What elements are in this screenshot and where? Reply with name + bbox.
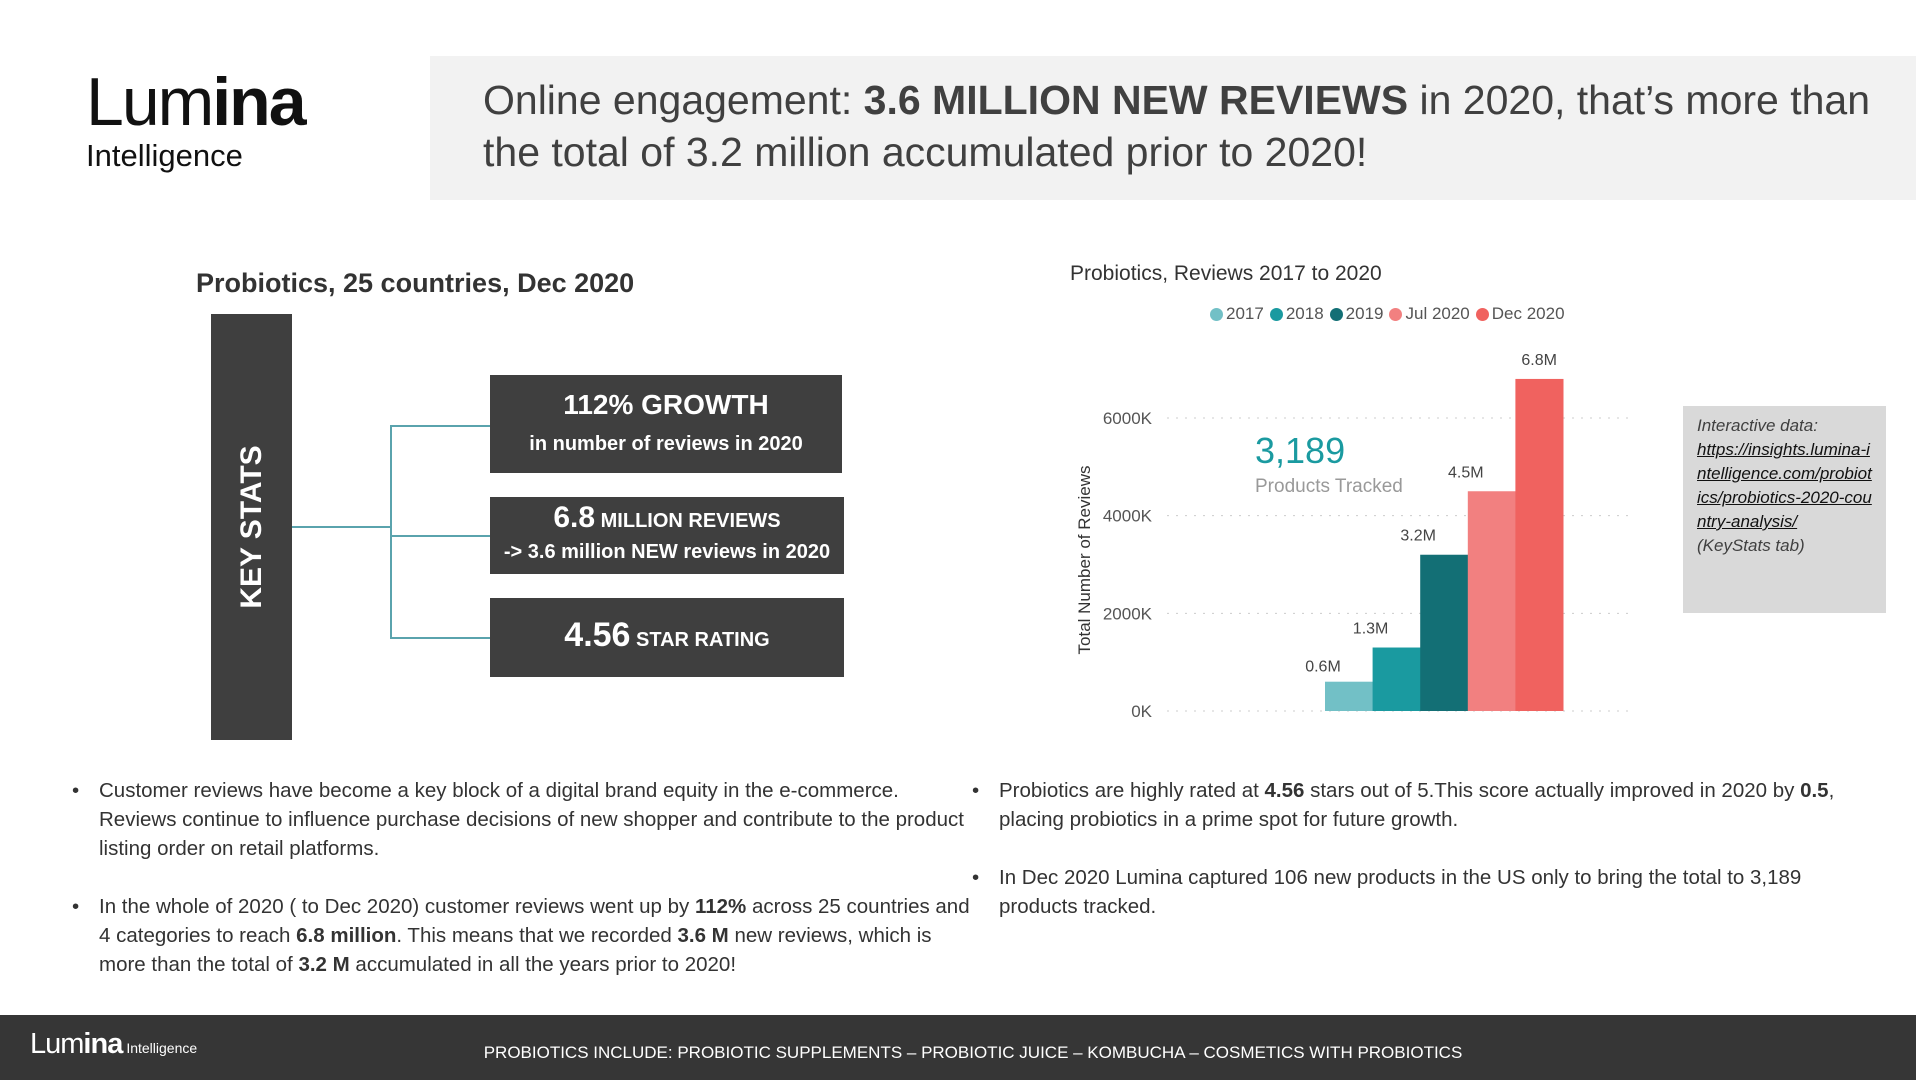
bar-2017[interactable] — [1325, 681, 1374, 711]
logo-subtitle: Intelligence — [86, 138, 243, 173]
y-tick-label: 0K — [1131, 702, 1152, 721]
connector-line — [390, 425, 392, 638]
legend-dot — [1329, 307, 1343, 321]
growth-stat: 112% GROWTH — [563, 389, 769, 420]
bullet-text: Customer reviews have become a key block… — [99, 779, 964, 860]
legend-dot — [1269, 307, 1283, 321]
bullet-text: In the whole of 2020 ( to Dec 2020) cust… — [99, 895, 695, 918]
bullet-text: across 25 countries and 4 categories to … — [99, 895, 970, 947]
footer-logo-light: Lum — [30, 1028, 84, 1060]
header-banner: Online engagement: 3.6 MILLION NEW REVIE… — [430, 56, 1916, 200]
kpi-label: Products Tracked — [1255, 476, 1403, 497]
growth-stat-box: 112% GROWTH in number of reviews in 2020 — [490, 375, 842, 473]
y-tick-label: 4000K — [1103, 507, 1153, 526]
bar-2019[interactable] — [1420, 554, 1469, 711]
reviews-bar-chart: 0K 2000K 4000K 6000K Total Number of Reviews… — [1075, 352, 1632, 721]
bullet-text: . This means that we recorded — [396, 924, 678, 947]
legend-label: 2017 — [1226, 304, 1264, 323]
legend-dot — [1210, 307, 1223, 321]
interactive-data-box: Interactive data: https://insights.lumin… — [1683, 406, 1886, 613]
legend-label: Jul 2020 — [1405, 304, 1470, 323]
legend-dot — [1475, 307, 1489, 321]
key-stats-bar: KEY STATS — [211, 314, 292, 740]
connector-line — [292, 526, 391, 528]
data-label: 0.6M — [1305, 659, 1341, 676]
bullet-text: Probiotics are highly rated at — [999, 779, 1265, 802]
bar-2018[interactable] — [1372, 647, 1421, 711]
connector-line — [390, 535, 490, 537]
bar-jul-2020[interactable] — [1467, 491, 1516, 711]
legend-item: 2018 — [1269, 304, 1324, 324]
footer-logo-sub: Intelligence — [126, 1040, 198, 1056]
legend-item: Dec 2020 — [1475, 304, 1565, 324]
rating-stat: 4.56 — [564, 616, 631, 654]
legend-dot — [1389, 307, 1403, 321]
growth-stat-caption: in number of reviews in 2020 — [529, 433, 803, 455]
reviews-stat-caption: -> 3.6 million NEW reviews in 2020 — [503, 541, 831, 563]
legend-label: Dec 2020 — [1491, 304, 1565, 323]
logo-text-bold: ina — [212, 64, 306, 140]
title-pre: Online engagement: — [483, 77, 864, 123]
kpi-value: 3,189 — [1255, 430, 1346, 471]
key-stats-heading: Probiotics, 25 countries, Dec 2020 — [196, 268, 635, 298]
connector-line — [390, 637, 490, 639]
rating-stat-suffix: STAR RATING — [630, 629, 770, 651]
lumina-logo: Lumina Intelligence — [86, 68, 307, 176]
data-label: 1.3M — [1353, 621, 1389, 638]
page-title: Online engagement: 3.6 MILLION NEW REVIE… — [483, 74, 1903, 178]
y-tick-label: 6000K — [1103, 409, 1153, 428]
bullet-text: new reviews, which is more than the tota… — [99, 924, 932, 976]
footer-bar — [0, 1015, 1916, 1080]
reviews-stat-suffix: MILLION REVIEWS — [595, 510, 781, 532]
title-post: in 2020, that’s more than the total of 3… — [483, 77, 1871, 175]
bullet-text: stars out of 5.This score actually impro… — [1304, 779, 1801, 802]
bullet-list-left: Customer reviews have become a key block… — [72, 776, 972, 1008]
interactive-data-link[interactable]: https://insights.lumina-intelligence.com… — [1697, 440, 1872, 531]
legend-item: Jul 2020 — [1389, 304, 1470, 324]
y-tick-label: 2000K — [1103, 604, 1153, 623]
bullet-text: , placing probiotics in a prime spot for… — [999, 779, 1835, 831]
title-bold: 3.6 MILLION NEW REVIEWS — [863, 77, 1409, 123]
interactive-note: (KeyStats tab) — [1697, 536, 1805, 555]
reviews-stat: 6.8 — [553, 501, 596, 534]
legend-item: 2017 — [1210, 304, 1264, 324]
bullet-highlight: 0.5 — [1800, 779, 1829, 802]
bullet-highlight: 6.8 million — [296, 924, 397, 947]
data-label: 6.8M — [1521, 352, 1557, 369]
footer-text: PROBIOTICS INCLUDE: PROBIOTIC SUPPLEMENT… — [483, 1043, 1463, 1062]
footer-logo: Lumina Intelligence — [30, 1028, 197, 1061]
bullet-highlight: 4.56 — [1264, 779, 1305, 802]
bar-dec-2020[interactable] — [1515, 378, 1564, 711]
reviews-stat-box: 6.8 MILLION REVIEWS -> 3.6 million NEW r… — [490, 497, 844, 574]
logo-text-light: Lum — [86, 64, 214, 140]
chart-title: Probiotics, Reviews 2017 to 2020 — [1070, 262, 1382, 285]
products-tracked-kpi: 3,189 Products Tracked — [1255, 430, 1403, 498]
legend-item: 2019 — [1329, 304, 1384, 324]
bullet-highlight: 3.2 M — [298, 953, 350, 976]
bullet-item: In Dec 2020 Lumina captured 106 new prod… — [972, 863, 1872, 921]
bullet-list-right: Probiotics are highly rated at 4.56 star… — [972, 776, 1872, 950]
connector-line — [390, 425, 490, 427]
chart-legend: 2017 2018 2019 Jul 2020 Dec 2020 — [1210, 304, 1565, 324]
bullet-item: Customer reviews have become a key block… — [72, 776, 972, 863]
bullet-text: In Dec 2020 Lumina captured 106 new prod… — [999, 866, 1802, 918]
bullet-highlight: 112% — [694, 895, 747, 918]
bullet-text: accumulated in all the years prior to 20… — [349, 953, 737, 976]
bullet-item: In the whole of 2020 ( to Dec 2020) cust… — [72, 892, 972, 979]
rating-stat-box: 4.56 STAR RATING — [490, 598, 844, 677]
y-axis-label: Total Number of Reviews — [1075, 466, 1094, 655]
data-label: 3.2M — [1400, 528, 1436, 545]
footer-logo-bold: ina — [83, 1028, 123, 1060]
interactive-label: Interactive data: — [1697, 416, 1818, 435]
legend-label: 2018 — [1285, 304, 1324, 323]
bullet-item: Probiotics are highly rated at 4.56 star… — [972, 776, 1872, 834]
legend-label: 2019 — [1345, 304, 1384, 323]
key-stats-label: KEY STATS — [234, 445, 268, 609]
data-label: 4.5M — [1448, 464, 1484, 481]
bullet-highlight: 3.6 M — [677, 924, 729, 947]
